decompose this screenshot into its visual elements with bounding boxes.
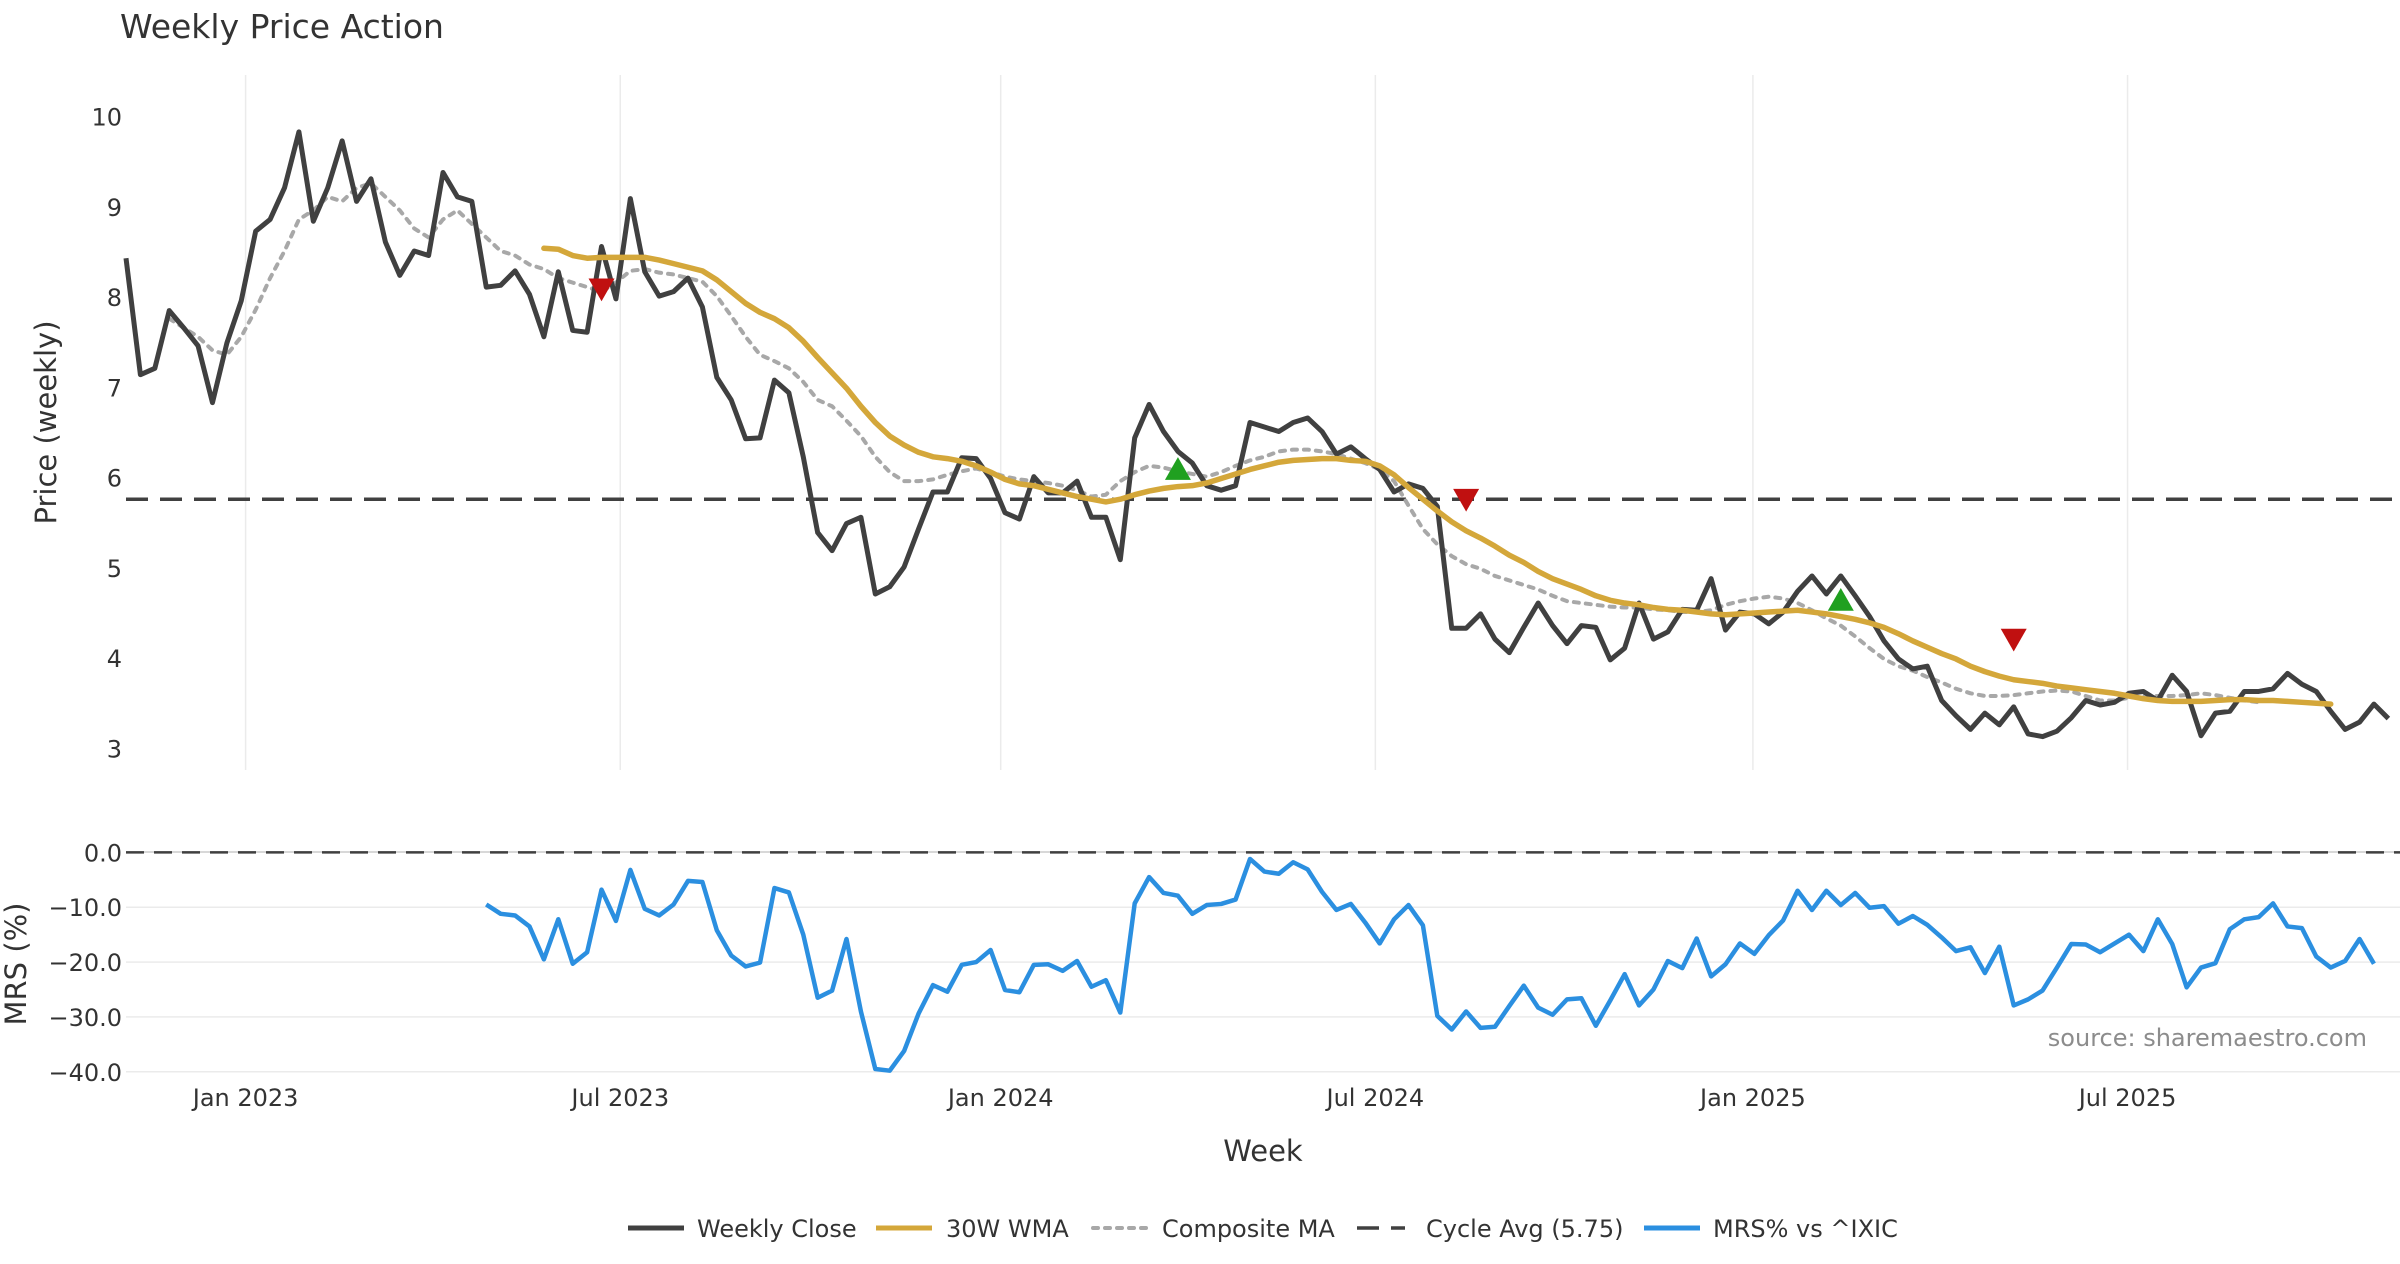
x-tick-label-4: Jan 2025 (1698, 1084, 1806, 1112)
buy-signal-marker-1 (1164, 457, 1191, 480)
x-tick-label-2: Jan 2024 (946, 1084, 1054, 1112)
price-ytick-label-6: 6 (107, 465, 122, 493)
sell-signal-marker-0 (588, 278, 615, 302)
legend-label-0: Weekly Close (697, 1215, 857, 1243)
mrs-y-axis-label: MRS (%) (0, 903, 33, 1026)
mrs-ytick-label-1: −10.0 (48, 894, 122, 922)
price-ytick-label-8: 8 (107, 284, 122, 312)
mrs-ytick-label-0: 0.0 (84, 839, 122, 867)
mrs-ytick-label-3: −30.0 (48, 1004, 122, 1032)
mrs-line (485, 856, 2376, 1073)
x-tick-label-0: Jan 2023 (191, 1084, 299, 1112)
chart-title: Weekly Price Action (120, 7, 444, 46)
source-annotation: source: sharemaestro.com (2048, 1024, 2367, 1052)
mrs-ytick-label-4: −40.0 (48, 1059, 122, 1087)
sell-signal-marker-4 (2000, 628, 2027, 652)
x-tick-label-1: Jul 2023 (569, 1084, 669, 1112)
price-ytick-label-4: 4 (107, 645, 122, 673)
price-ytick-label-9: 9 (107, 194, 122, 222)
price-ytick-label-3: 3 (107, 735, 122, 763)
legend-label-4: MRS% vs ^IXIC (1713, 1215, 1898, 1243)
wma-30w-line (541, 245, 2334, 707)
price-ytick-label-10: 10 (91, 104, 122, 132)
legend-label-2: Composite MA (1162, 1215, 1335, 1243)
buy-signal-marker-3 (1827, 587, 1854, 611)
price-y-axis-label: Price (weekly) (29, 320, 63, 524)
legend-label-1: 30W WMA (946, 1215, 1069, 1243)
price-ytick-label-7: 7 (107, 374, 122, 402)
mrs-ytick-label-2: −20.0 (48, 949, 122, 977)
price-ytick-label-5: 5 (107, 555, 122, 583)
x-axis-label: Week (1223, 1134, 1303, 1168)
x-tick-label-5: Jul 2025 (2077, 1084, 2177, 1112)
legend-label-3: Cycle Avg (5.75) (1426, 1215, 1623, 1243)
x-tick-label-3: Jul 2024 (1325, 1084, 1425, 1112)
weekly-close-line (123, 129, 2391, 740)
sell-signal-marker-2 (1453, 488, 1480, 512)
